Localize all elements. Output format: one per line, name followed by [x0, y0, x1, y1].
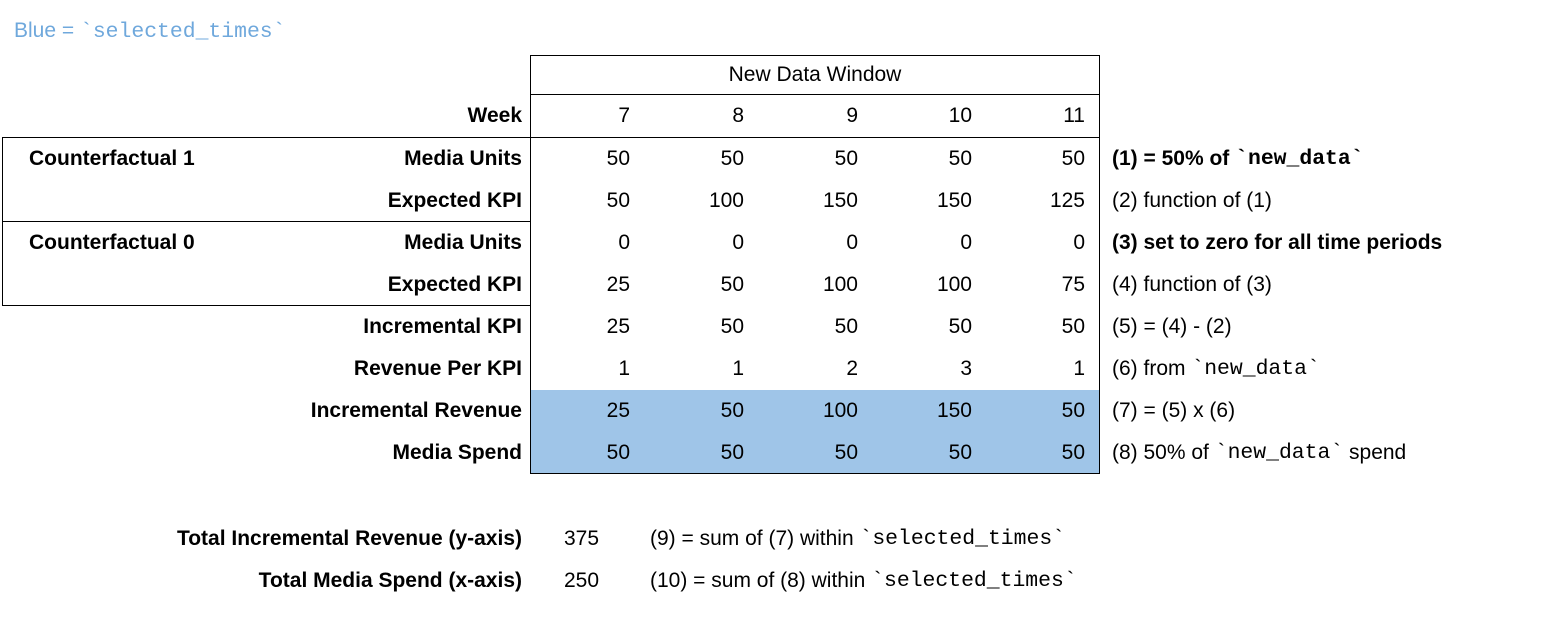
table-cell: 50: [834, 147, 858, 170]
total-media-spend-note: (10) = sum of (8) within `selected_times…: [650, 569, 1077, 593]
table-cell: 50: [530, 180, 644, 222]
highlighted-table-cell: 100: [758, 390, 872, 432]
row-label: Incremental Revenue: [310, 399, 522, 422]
table-cell: 125: [986, 180, 1100, 222]
table-cell: 50: [948, 147, 972, 170]
total-media-spend-value: 250: [564, 569, 600, 592]
row-label: Expected KPI: [387, 272, 522, 296]
highlighted-table-cell: 150: [872, 390, 986, 432]
empty-cell: [1100, 55, 1540, 95]
table-cell: 50: [986, 138, 1100, 180]
row-label: Revenue Per KPI: [353, 357, 522, 380]
table-cell: 25: [530, 264, 644, 306]
table-cell: 0: [986, 222, 1100, 264]
row-label: Incremental KPI: [363, 315, 522, 338]
table-cell: 0: [732, 231, 744, 254]
row-label-cell: Incremental KPI: [2, 306, 530, 348]
total-incremental-revenue-value: 375: [564, 527, 600, 550]
row-note: (3) set to zero for all time periods: [1112, 231, 1443, 254]
table-cell: 2: [846, 357, 858, 380]
empty-cell: [2, 55, 530, 95]
table-cell: 50: [530, 138, 644, 180]
week-header-cell: 11: [986, 95, 1100, 138]
table-cell: 50: [986, 306, 1100, 348]
table-cell: 50: [948, 315, 972, 338]
table-cell: 100: [936, 273, 972, 296]
week-header-cell: 9: [758, 95, 872, 138]
row-label-cell: Media Spend: [2, 432, 530, 474]
legend-text: Blue =: [14, 19, 80, 42]
table-cell: 150: [936, 189, 972, 212]
totals-section: Total Incremental Revenue (y-axis) 375 (…: [2, 518, 1077, 602]
group-label: Counterfactual 0: [29, 231, 195, 254]
week-header-cell: 8: [644, 95, 758, 138]
highlighted-table-cell: 50: [758, 432, 872, 474]
legend-code: `selected_times`: [79, 20, 286, 44]
row-label-cell: Expected KPI: [2, 180, 530, 222]
row-note: (5) = (4) - (2): [1112, 315, 1232, 338]
table-cell: 0: [960, 231, 972, 254]
counterfactual-table: New Data Window Week 7 8 9 10 11 Counter…: [2, 55, 1540, 474]
highlighted-table-cell: 50: [872, 432, 986, 474]
highlighted-table-cell: 25: [530, 390, 644, 432]
legend: Blue = `selected_times`: [14, 19, 286, 44]
row-label-cell: Revenue Per KPI: [2, 348, 530, 390]
table-cell: 3: [960, 357, 972, 380]
table-cell: 100: [708, 189, 744, 212]
highlighted-table-cell: 50: [644, 432, 758, 474]
total-incremental-revenue-note: (9) = sum of (7) within `selected_times`: [650, 527, 1066, 551]
row-label-cell: Expected KPI: [2, 264, 530, 306]
table-cell: 1: [986, 348, 1100, 390]
row-note: (6) from `new_data`: [1112, 357, 1320, 381]
row-label: Media Units: [404, 147, 522, 170]
table-cell: 75: [986, 264, 1100, 306]
row-label-cell: Incremental Revenue: [2, 390, 530, 432]
highlighted-table-cell: 50: [530, 432, 644, 474]
total-media-spend-label: Total Media Spend (x-axis): [258, 569, 522, 592]
table-cell: 1: [732, 357, 744, 380]
table-cell: 50: [720, 273, 744, 296]
table-cell: 50: [834, 315, 858, 338]
row-label-cell: Counterfactual 0 Media Units: [2, 222, 530, 264]
table-cell: 150: [822, 189, 858, 212]
week-header-cell: 10: [872, 95, 986, 138]
table-cell: 0: [530, 222, 644, 264]
total-incremental-revenue-label: Total Incremental Revenue (y-axis): [176, 527, 522, 550]
group-label: Counterfactual 1: [29, 147, 195, 170]
table-cell: 50: [720, 147, 744, 170]
new-data-window-header: New Data Window: [530, 55, 1100, 95]
week-row-label-cell: Week: [2, 95, 530, 138]
row-label: Expected KPI: [387, 188, 522, 212]
week-row-label: Week: [467, 104, 522, 127]
week-header-cell: 7: [530, 95, 644, 138]
row-note: (4) function of (3): [1112, 273, 1272, 296]
row-note: (2) function of (1): [1112, 189, 1272, 212]
highlighted-table-cell: 50: [986, 432, 1100, 474]
row-note: (7) = (5) x (6): [1112, 399, 1236, 422]
row-label: Media Units: [404, 231, 522, 254]
row-label: Media Spend: [392, 441, 522, 464]
table-cell: 0: [846, 231, 858, 254]
row-label-cell: Counterfactual 1 Media Units: [2, 138, 530, 180]
empty-cell: [1100, 95, 1540, 138]
row-note: (8) 50% of `new_data` spend: [1112, 441, 1407, 465]
table-cell: 100: [822, 273, 858, 296]
table-cell: 1: [530, 348, 644, 390]
table-cell: 50: [720, 315, 744, 338]
table-cell: 25: [530, 306, 644, 348]
highlighted-table-cell: 50: [986, 390, 1100, 432]
row-note: (1) = 50% of `new_data`: [1112, 147, 1364, 171]
highlighted-table-cell: 50: [644, 390, 758, 432]
